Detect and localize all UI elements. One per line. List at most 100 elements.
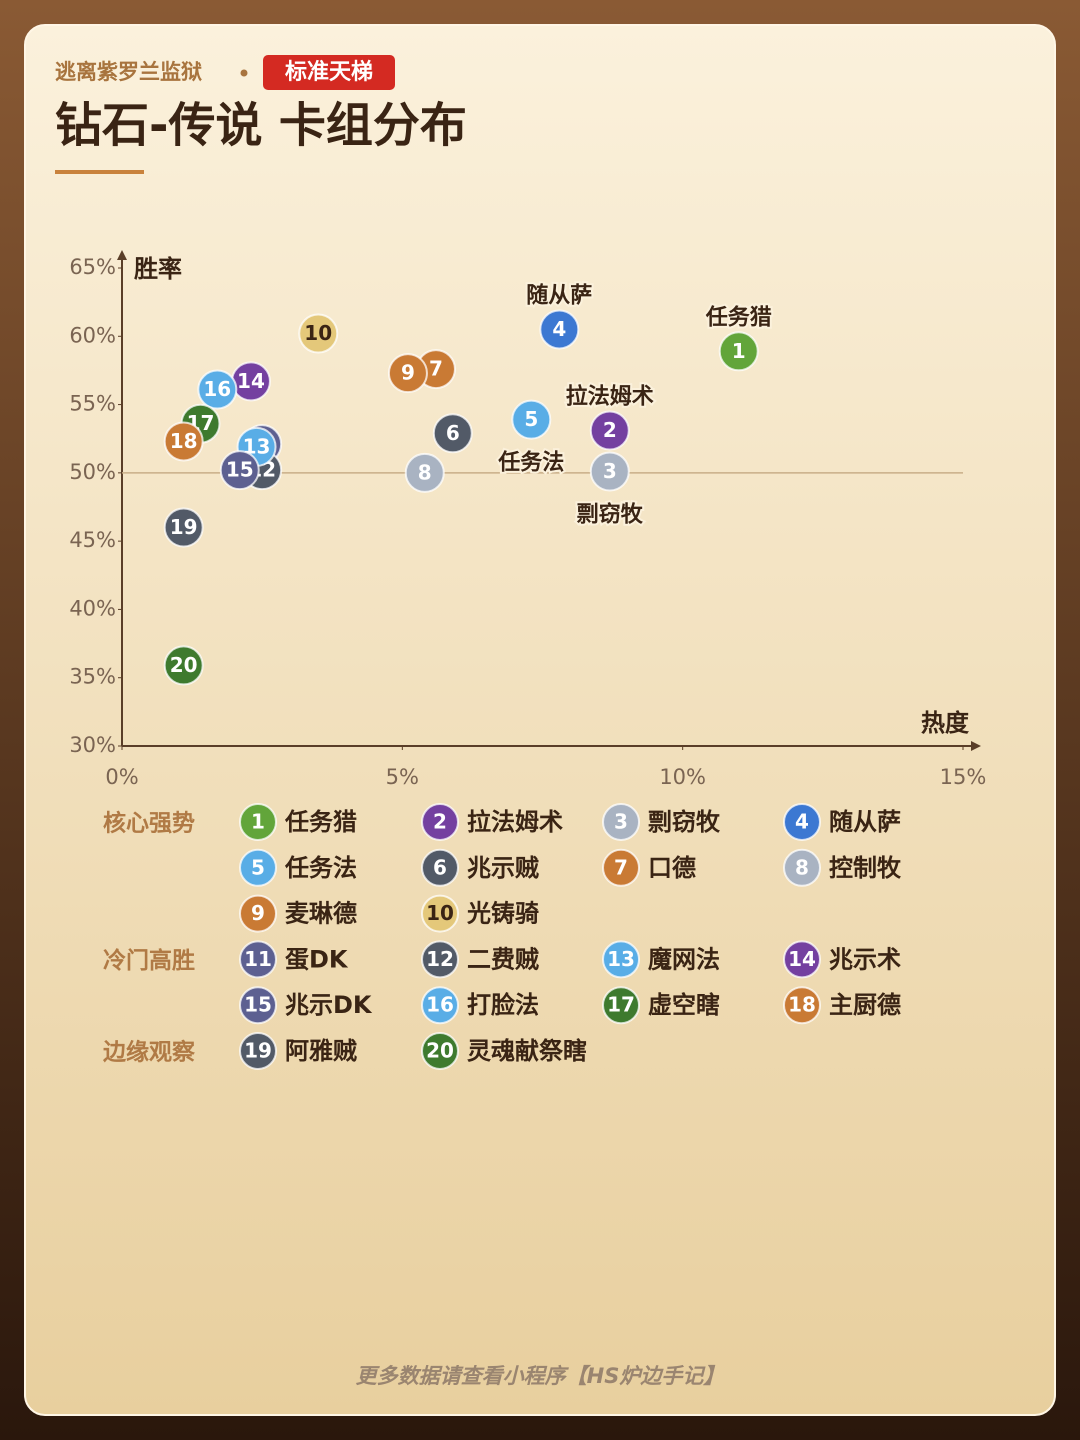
subtitle: 逃离紫罗兰监狱 (55, 60, 202, 84)
x-tick-label: 10% (659, 765, 706, 789)
card (24, 24, 1056, 1416)
legend-marker (239, 894, 277, 933)
legend-name: 虚空瞎 (648, 991, 720, 1019)
legend-marker (421, 894, 459, 933)
legend-number: 4 (795, 810, 809, 834)
annotation: 任务猎 (705, 304, 772, 330)
legend-marker (421, 1032, 459, 1070)
y-tick-label: 35% (69, 665, 116, 689)
point (404, 452, 445, 493)
annotation: 随从萨 (526, 282, 592, 308)
legend-number: 17 (607, 993, 635, 1017)
legend-marker (421, 848, 459, 887)
title-underline (55, 170, 144, 174)
legend-name: 剽窃牧 (648, 808, 721, 836)
legend-name: 二费贼 (467, 945, 539, 973)
legend-marker (239, 848, 277, 887)
legend-number: 9 (251, 901, 265, 925)
legend-marker (783, 848, 821, 887)
annotation: 剽窃牧 (577, 501, 644, 527)
legend-marker (602, 986, 640, 1025)
point (163, 421, 204, 462)
point-label: 2 (603, 418, 617, 442)
legend-marker (602, 940, 640, 979)
y-tick-label: 45% (69, 528, 116, 552)
legend-marker (239, 986, 277, 1025)
point-label: 14 (237, 369, 265, 393)
point-label: 4 (552, 317, 566, 341)
legend-marker (239, 803, 277, 841)
legend-number: 19 (244, 1039, 272, 1063)
legend-marker (783, 986, 821, 1025)
title: 钻石-传说 卡组分布 (55, 99, 467, 154)
legend-marker (421, 986, 459, 1025)
point-label: 18 (170, 429, 198, 453)
legend-number: 7 (614, 855, 628, 879)
y-axis-label: 胜率 (134, 255, 182, 283)
legend-name: 魔网法 (648, 945, 720, 973)
point (589, 451, 630, 492)
y-tick-label: 60% (69, 323, 116, 347)
point (432, 413, 473, 454)
point (511, 399, 552, 440)
legend-marker (783, 803, 821, 841)
point-label: 7 (429, 357, 443, 381)
legend-number: 13 (607, 947, 635, 971)
legend-name: 控制牧 (829, 854, 902, 882)
footer: 更多数据请查看小程序【HS炉边手记】 (356, 1364, 725, 1388)
legend-group: 冷门高胜 (103, 947, 195, 974)
legend-name: 麦琳德 (285, 900, 357, 928)
legend-number: 10 (426, 901, 454, 925)
dot (240, 69, 248, 77)
legend-number: 5 (251, 855, 265, 879)
point-label: 16 (203, 377, 231, 401)
badge: 标准天梯 (285, 59, 373, 85)
annotation: 任务法 (497, 450, 564, 476)
point (219, 450, 260, 491)
y-tick-label: 40% (69, 596, 116, 620)
legend-marker (602, 803, 640, 841)
legend-name: 主厨德 (829, 991, 901, 1019)
legend-name: 阿雅贼 (285, 1037, 357, 1065)
legend-name: 兆示贼 (467, 854, 539, 882)
legend-number: 3 (614, 810, 628, 834)
point-label: 10 (304, 321, 332, 345)
x-arrow (971, 741, 981, 751)
legend-number: 8 (795, 855, 809, 879)
legend-marker (239, 940, 277, 979)
legend-number: 16 (426, 993, 454, 1017)
point (718, 331, 759, 372)
legend-number: 12 (426, 947, 454, 971)
legend-marker (602, 848, 640, 887)
annotation: 拉法姆术 (566, 384, 654, 410)
legend-name: 任务猎 (284, 808, 357, 836)
legend-group: 边缘观察 (103, 1039, 196, 1066)
legend-group: 核心强势 (103, 810, 195, 837)
point-label: 19 (170, 515, 198, 539)
legend-name: 打脸法 (467, 991, 539, 1019)
legend-marker (239, 1032, 277, 1070)
point (197, 369, 238, 410)
point-label: 1 (732, 339, 746, 363)
y-tick-label: 55% (69, 392, 116, 416)
point-label: 6 (446, 421, 460, 445)
x-tick-label: 0% (105, 765, 138, 789)
legend-name: 光铸骑 (466, 900, 539, 928)
legend-number: 20 (426, 1039, 454, 1063)
legend-number: 6 (433, 855, 447, 879)
point (589, 410, 630, 451)
x-tick-label: 5% (386, 765, 419, 789)
point-label: 3 (603, 459, 617, 483)
legend-marker (421, 940, 459, 979)
point-label: 8 (418, 460, 432, 484)
point (387, 353, 428, 394)
legend-marker (421, 803, 459, 841)
legend-number: 15 (244, 993, 272, 1017)
legend-number: 1 (251, 810, 265, 834)
point (539, 309, 580, 350)
legend-name: 任务法 (284, 854, 357, 882)
x-axis-label: 热度 (921, 709, 970, 737)
point-label: 15 (226, 458, 254, 482)
badge-bg (263, 55, 395, 90)
x-tick-label: 15% (940, 765, 987, 789)
